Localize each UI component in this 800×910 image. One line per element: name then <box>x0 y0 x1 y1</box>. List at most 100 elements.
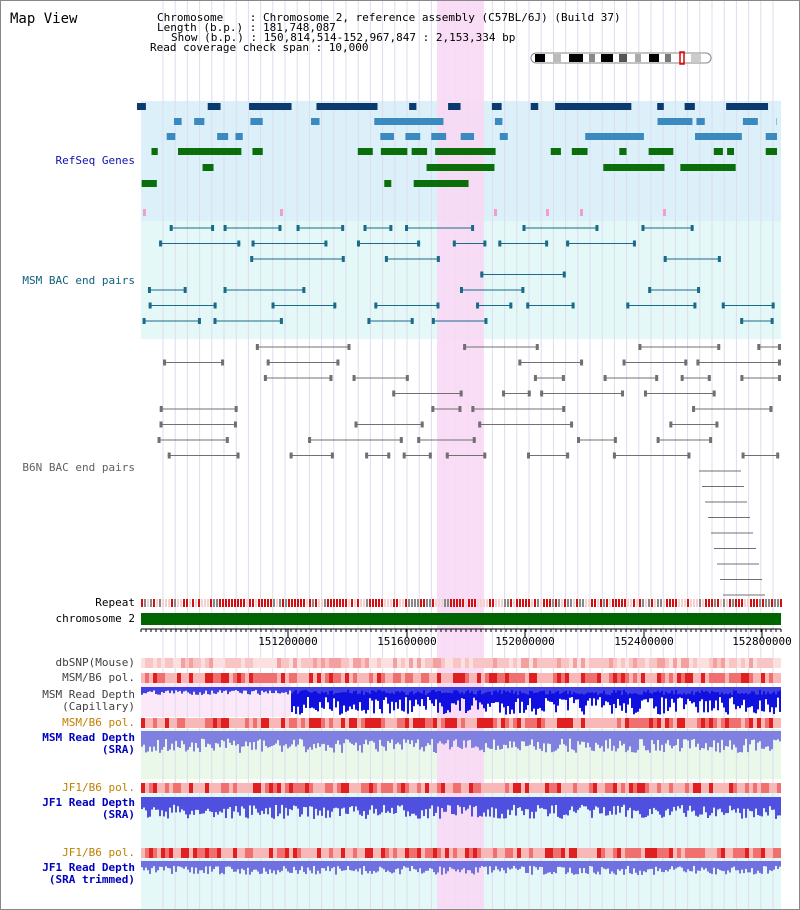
depth-bar <box>511 687 513 710</box>
heatmap-cell <box>481 673 485 683</box>
depth-bar <box>205 861 207 867</box>
repeat-block <box>150 599 152 607</box>
depth-bar <box>599 731 601 749</box>
depth-bar <box>655 731 657 751</box>
depth-bar <box>441 687 443 707</box>
depth-bar <box>347 797 349 814</box>
depth-bar <box>185 687 187 691</box>
depth-bar <box>355 861 357 870</box>
depth-bar <box>481 731 483 750</box>
depth-bar <box>779 861 781 867</box>
depth-bar <box>605 797 607 816</box>
depth-bar <box>463 731 465 741</box>
heatmap-cell <box>385 783 389 793</box>
depth-bar <box>755 797 757 809</box>
repeat-block <box>747 599 749 607</box>
gene-feature <box>603 164 665 171</box>
repeat-block <box>507 599 509 607</box>
depth-bar <box>503 687 505 691</box>
heatmap-cell <box>313 848 317 858</box>
depth-bar <box>397 731 399 743</box>
heatmap-cell <box>225 673 229 683</box>
depth-bar <box>187 731 189 750</box>
heatmap-cell <box>397 718 401 728</box>
depth-bar <box>757 797 759 815</box>
depth-bar <box>649 797 651 810</box>
heatmap-cell <box>585 718 589 728</box>
heatmap-cell <box>669 718 673 728</box>
repeat-block <box>624 599 626 607</box>
repeat-block <box>768 599 770 607</box>
depth-bar <box>329 797 331 818</box>
heatmap-cell <box>341 848 345 858</box>
heatmap-cell <box>681 673 685 683</box>
depth-bar <box>677 687 679 695</box>
heatmap-cell <box>393 783 397 793</box>
depth-bar <box>575 687 577 694</box>
bac-end <box>236 452 240 459</box>
repeat-block <box>369 599 371 607</box>
gene-feature <box>380 133 394 140</box>
repeat-block <box>678 599 680 607</box>
depth-bar <box>463 687 465 695</box>
depth-bar <box>273 687 275 694</box>
depth-bar <box>761 687 763 695</box>
depth-bar <box>263 861 265 868</box>
heatmap-cell <box>669 673 673 683</box>
depth-bar <box>607 861 609 869</box>
bac-end <box>237 240 241 247</box>
depth-bar <box>213 797 215 818</box>
heatmap-cell <box>353 718 357 728</box>
depth-bar <box>183 861 185 869</box>
depth-bar <box>421 687 423 694</box>
depth-bar <box>651 731 653 740</box>
depth-bar <box>637 687 639 695</box>
depth-bar <box>573 861 575 875</box>
depth-bar <box>655 687 657 707</box>
depth-bar <box>361 861 363 875</box>
heatmap-cell <box>701 848 705 858</box>
heatmap-cell <box>289 658 293 668</box>
heatmap-cell <box>505 658 509 668</box>
heatmap-cell <box>629 718 633 728</box>
heatmap-cell <box>677 658 681 668</box>
depth-bar <box>371 861 373 874</box>
depth-bar <box>195 861 197 868</box>
depth-bar <box>645 687 647 693</box>
depth-bar <box>445 731 447 744</box>
depth-bar <box>585 797 587 807</box>
depth-bar <box>541 687 543 691</box>
depth-bar <box>695 861 697 874</box>
depth-bar <box>363 797 365 812</box>
depth-bar <box>289 797 291 810</box>
depth-bar <box>735 731 737 748</box>
heatmap-cell <box>505 673 509 683</box>
depth-bar <box>689 797 691 806</box>
depth-bar <box>597 731 599 745</box>
depth-bar <box>687 731 689 741</box>
depth-bar <box>635 687 637 713</box>
depth-bar <box>441 687 443 694</box>
depth-bar <box>673 861 675 870</box>
depth-bar <box>343 687 345 706</box>
gene-feature <box>384 180 392 187</box>
gene-feature <box>405 133 421 140</box>
depth-bar <box>683 861 685 872</box>
repeat-block <box>732 599 734 607</box>
depth-bar <box>773 861 775 870</box>
repeat-block <box>177 599 179 607</box>
depth-bar <box>477 797 479 818</box>
heatmap-cell <box>285 783 289 793</box>
depth-bar <box>625 731 627 753</box>
depth-bar <box>493 731 495 740</box>
depth-bar <box>647 861 649 870</box>
heatmap-cell <box>613 658 617 668</box>
repeat-block <box>528 599 530 607</box>
depth-bar <box>471 731 473 748</box>
depth-bar <box>291 797 293 811</box>
depth-bar <box>571 861 573 874</box>
depth-bar <box>491 731 493 749</box>
depth-bar <box>219 687 221 691</box>
depth-bar <box>481 797 483 817</box>
